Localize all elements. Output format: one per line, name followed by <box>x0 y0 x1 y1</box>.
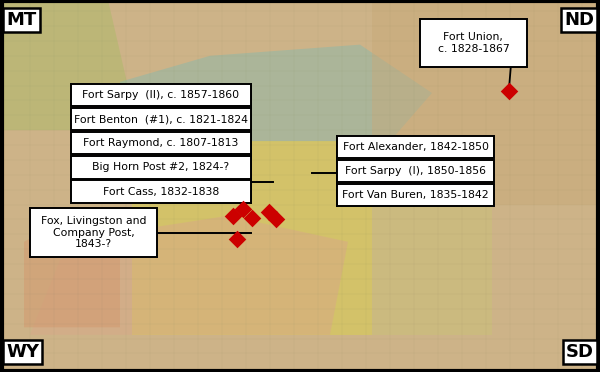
Text: Fox, Livingston and
Company Post,
1843-?: Fox, Livingston and Company Post, 1843-? <box>41 216 146 249</box>
FancyBboxPatch shape <box>71 180 251 203</box>
Point <box>271 216 281 222</box>
FancyBboxPatch shape <box>337 160 494 182</box>
FancyBboxPatch shape <box>337 136 494 158</box>
Point <box>247 215 257 221</box>
Text: WY: WY <box>6 343 39 361</box>
Bar <box>372 179 492 335</box>
Text: Fort Benton  (#1), c. 1821-1824: Fort Benton (#1), c. 1821-1824 <box>74 114 248 124</box>
Polygon shape <box>120 45 432 141</box>
Text: Fort Van Buren, 1835-1842: Fort Van Buren, 1835-1842 <box>343 190 489 200</box>
Text: ND: ND <box>564 11 594 29</box>
FancyBboxPatch shape <box>30 208 157 257</box>
FancyBboxPatch shape <box>71 84 251 106</box>
Point <box>232 236 242 242</box>
Point <box>264 209 274 215</box>
Text: Fort Cass, 1832-1838: Fort Cass, 1832-1838 <box>103 187 219 196</box>
FancyBboxPatch shape <box>337 184 494 206</box>
FancyBboxPatch shape <box>71 108 251 130</box>
Text: Fort Alexander, 1842-1850: Fort Alexander, 1842-1850 <box>343 142 489 152</box>
Text: Fort Sarpy  (II), c. 1857-1860: Fort Sarpy (II), c. 1857-1860 <box>82 90 239 100</box>
Text: Fort Union,
c. 1828-1867: Fort Union, c. 1828-1867 <box>437 32 509 54</box>
Bar <box>372 0 600 205</box>
FancyBboxPatch shape <box>71 156 251 179</box>
Point <box>228 213 238 219</box>
Polygon shape <box>0 0 132 130</box>
Point <box>238 206 248 212</box>
FancyBboxPatch shape <box>420 19 527 67</box>
Polygon shape <box>24 216 120 327</box>
Text: Fort Sarpy  (I), 1850-1856: Fort Sarpy (I), 1850-1856 <box>346 166 487 176</box>
FancyBboxPatch shape <box>71 132 251 154</box>
Point <box>504 88 514 94</box>
Text: MT: MT <box>6 11 36 29</box>
Text: Fort Raymond, c. 1807-1813: Fort Raymond, c. 1807-1813 <box>83 138 238 148</box>
Text: SD: SD <box>566 343 594 361</box>
Polygon shape <box>132 141 372 335</box>
Polygon shape <box>30 216 348 335</box>
Text: Big Horn Post #2, 1824-?: Big Horn Post #2, 1824-? <box>92 163 229 172</box>
